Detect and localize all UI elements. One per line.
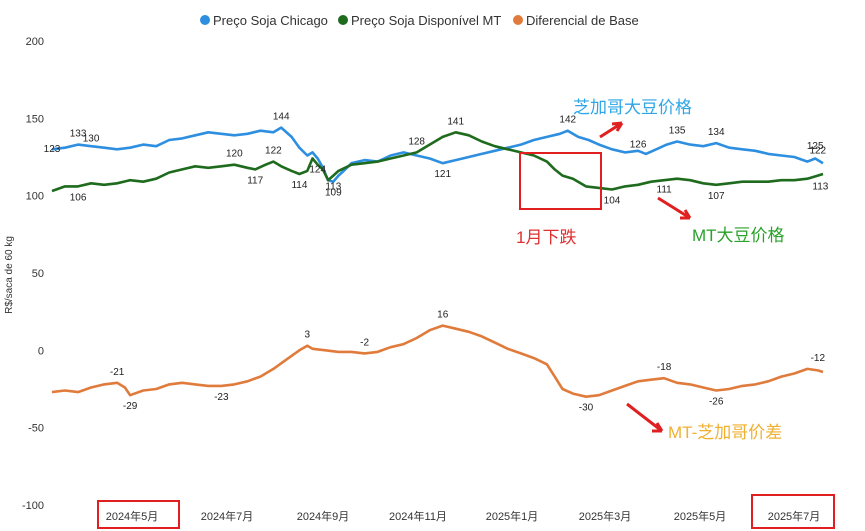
legend-marker-base [513, 15, 523, 25]
data-label: 130 [83, 133, 100, 144]
data-label: 123 [44, 144, 61, 155]
arrow-mt-icon [657, 196, 692, 220]
annotation-drop: 1月下跌 [516, 152, 602, 247]
data-label: 121 [434, 169, 451, 180]
data-label: 104 [604, 195, 621, 206]
x-tick-label: 2024年11月 [389, 509, 447, 523]
data-label: 133 [70, 129, 87, 140]
data-label: 113 [325, 182, 341, 193]
series-line-mt[interactable] [51, 131, 824, 193]
data-label: -2 [360, 337, 369, 348]
data-label: 142 [559, 115, 576, 126]
legend-marker-chicago [200, 15, 210, 25]
x-tick-label: 2025年7月 [768, 509, 821, 523]
annotation-drop-text: 1月下跌 [516, 228, 576, 247]
legend-label-mt: Preço Soja Disponível MT [351, 13, 501, 28]
y-tick-label: 200 [26, 36, 44, 48]
legend-item-mt[interactable]: Preço Soja Disponível MT [338, 13, 501, 28]
data-label: 114 [291, 180, 307, 191]
highlight-box-drop [519, 152, 602, 210]
data-label: 141 [447, 116, 464, 127]
data-label: 109 [325, 188, 342, 199]
data-label: -26 [709, 397, 724, 408]
annotation-chicago-text: 芝加哥大豆价格 [573, 98, 692, 117]
data-label: 126 [630, 139, 647, 150]
data-label: 111 [657, 185, 673, 196]
data-label: 113 [812, 182, 828, 193]
legend-item-base[interactable]: Diferencial de Base [513, 13, 639, 28]
data-label: 144 [273, 112, 290, 123]
annotation-chicago: 芝加哥大豆价格 [573, 98, 692, 139]
series-line-chicago[interactable] [51, 126, 824, 183]
annotation-mt: MT大豆价格 [657, 196, 785, 245]
data-label: 122 [809, 146, 826, 157]
y-tick-label: 0 [38, 345, 44, 357]
legend-label-base: Diferencial de Base [526, 13, 639, 28]
data-label: -12 [811, 353, 826, 364]
y-tick-label: 150 [26, 113, 44, 125]
x-tick-label: 2025年1月 [486, 509, 539, 523]
y-tick-label: 50 [32, 268, 44, 280]
series-line-base[interactable] [51, 324, 824, 398]
x-tick-label: 2024年5月 [106, 509, 159, 523]
data-label: 120 [226, 149, 243, 160]
data-label: 3 [304, 330, 310, 341]
data-label: 134 [708, 127, 725, 138]
data-label: 117 [247, 175, 263, 186]
data-label: 135 [669, 126, 686, 137]
annotation-base-text: MT-芝加哥价差 [668, 423, 782, 442]
y-axis-ticks: -100 -50 0 50 100 150 200 [22, 36, 44, 512]
data-label: -18 [657, 362, 672, 373]
data-label: -23 [214, 392, 229, 403]
legend-label-chicago: Preço Soja Chicago [213, 13, 328, 28]
data-label: -29 [123, 401, 138, 412]
legend: Preço Soja Chicago Preço Soja Disponível… [200, 13, 639, 28]
x-tick-label: 2025年3月 [579, 509, 632, 523]
data-label: 122 [265, 146, 282, 157]
y-axis-label: R$/saca de 60 kg [4, 236, 15, 314]
data-label: -21 [110, 367, 125, 378]
data-label: 125 [807, 141, 824, 152]
y-tick-label: -100 [22, 500, 44, 512]
annotation-base: MT-芝加哥价差 [626, 402, 782, 442]
x-tick-label: 2025年5月 [674, 509, 727, 523]
legend-marker-mt [338, 15, 348, 25]
data-label: 128 [408, 136, 425, 147]
data-label: 124 [309, 165, 326, 176]
x-tick-label: 2024年7月 [201, 509, 254, 523]
annotation-mt-text: MT大豆价格 [692, 226, 785, 245]
arrow-base-icon [626, 402, 664, 433]
data-label: 16 [437, 310, 449, 321]
highlight-box-last-month [751, 494, 835, 529]
highlight-box-first-month [97, 500, 180, 529]
legend-item-chicago[interactable]: Preço Soja Chicago [200, 13, 328, 28]
data-label: 106 [70, 192, 87, 203]
series-lines [51, 126, 824, 398]
y-tick-label: 100 [26, 191, 44, 203]
arrow-chicago-icon [599, 121, 624, 139]
data-label: 107 [708, 191, 725, 202]
y-tick-label: -50 [28, 423, 44, 435]
x-tick-label: 2024年9月 [297, 509, 350, 523]
data-label: -30 [579, 403, 594, 414]
x-axis-ticks: 2024年5月 2024年7月 2024年9月 2024年11月 2025年1月 2025… [106, 509, 821, 523]
